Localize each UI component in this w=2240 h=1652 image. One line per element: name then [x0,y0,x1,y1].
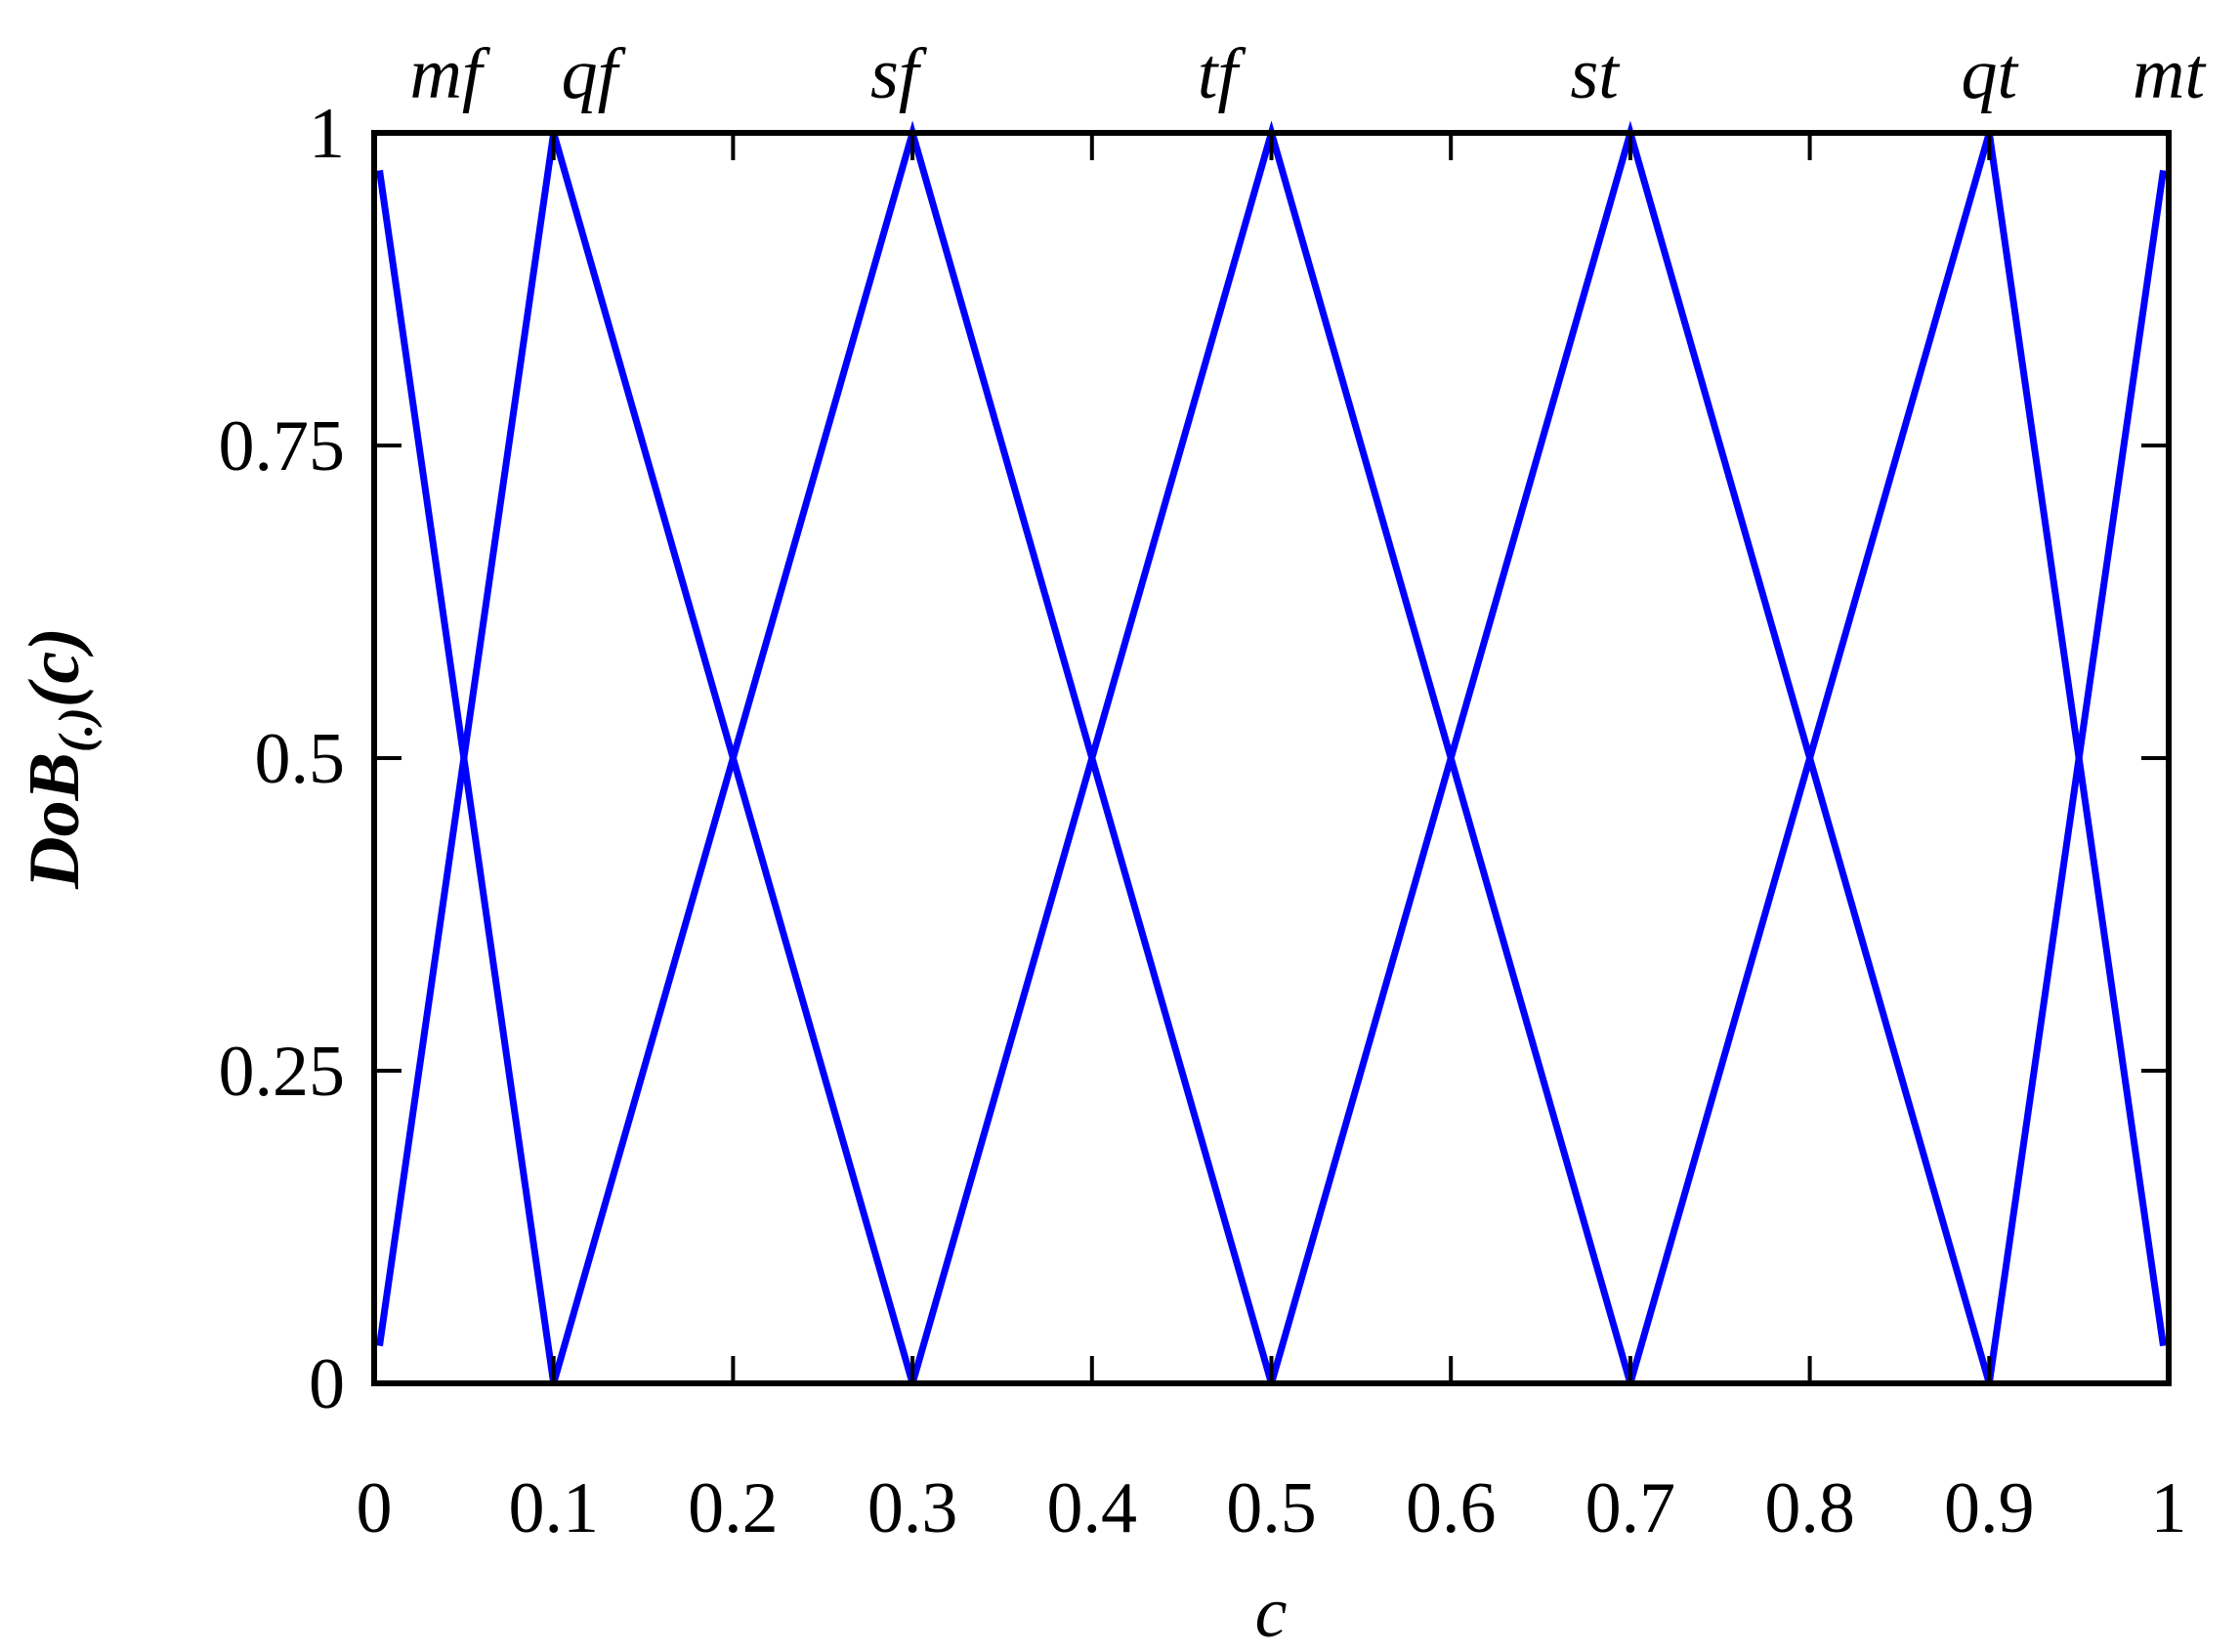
x-axis-label: c [1255,1573,1288,1652]
x-tick-label: 0.6 [1406,1468,1497,1548]
x-tick-label: 0.9 [1944,1468,2035,1548]
y-tick-label: 0 [309,1344,345,1424]
line [376,132,916,1384]
line [909,120,1634,1384]
top-label: sf [870,34,928,114]
y-label-main: DoB [15,752,95,890]
line [1268,120,1993,1384]
x-tick-label: 1 [2151,1468,2187,1548]
x-tick-label: 0.2 [688,1468,779,1548]
x-tick-label: 0.4 [1047,1468,1138,1548]
y-axis-label: DoB(.)(c) [15,627,103,890]
y-tick-label: 0.75 [219,406,346,487]
line [550,120,1275,1384]
top-label: tf [1198,34,1247,114]
y-label-arg: (c) [15,627,95,707]
top-label: st [1570,34,1621,114]
y-tick-label: 1 [309,94,345,174]
x-tick-label: 0.3 [867,1468,958,1548]
y-label-sub: (.) [48,707,103,752]
top-label: qf [562,34,627,114]
y-tick-label: 0.5 [255,719,346,799]
x-tick-label: 0.5 [1226,1468,1317,1548]
top-label: qt [1962,34,2020,114]
y-tick-label: 0.25 [219,1032,346,1112]
x-tick-label: 0 [357,1468,393,1548]
x-tick-label: 0.8 [1764,1468,1855,1548]
x-tick-label: 0.7 [1585,1468,1676,1548]
plot-frame [371,130,2172,1386]
line [376,169,558,1384]
top-label: mf [409,34,490,114]
line [1985,169,2167,1384]
top-label: mt [2133,34,2207,114]
line [1627,132,2167,1384]
x-tick-label: 0.1 [508,1468,599,1548]
